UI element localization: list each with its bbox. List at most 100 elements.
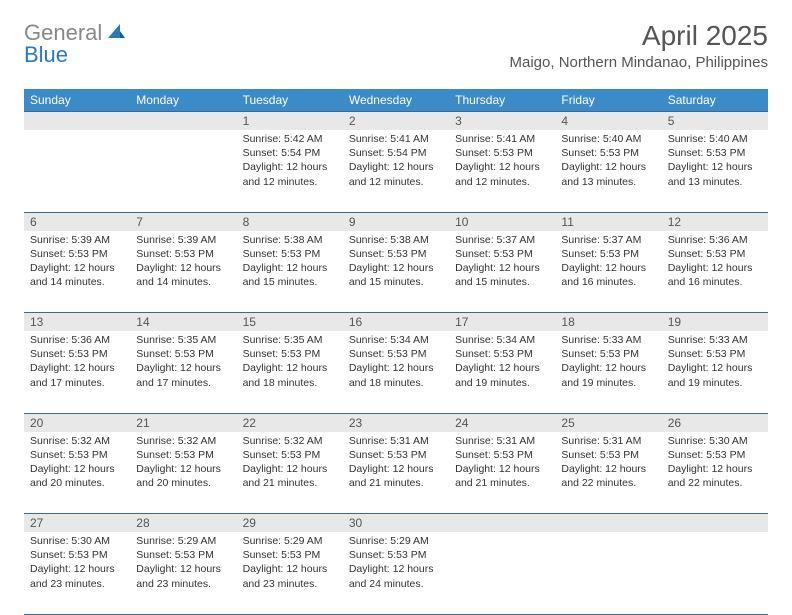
day-number-cell: 17 — [449, 313, 555, 332]
daylight-line: Daylight: 12 hours and 22 minutes. — [668, 463, 753, 489]
sunrise-line: Sunrise: 5:31 AM — [455, 435, 535, 447]
weekday-header: Tuesday — [237, 89, 343, 112]
day-number-cell: 25 — [555, 413, 661, 432]
day-number: 25 — [555, 414, 661, 432]
day-number: 10 — [449, 213, 555, 231]
sunrise-line: Sunrise: 5:39 AM — [136, 234, 216, 246]
day-number-cell: 7 — [130, 212, 236, 231]
day-number: 9 — [343, 213, 449, 231]
day-cell: Sunrise: 5:42 AM Sunset: 5:54 PM Daylight:… — [237, 130, 343, 212]
day-number-cell: 28 — [130, 514, 236, 533]
daylight-line: Daylight: 12 hours and 21 minutes. — [455, 463, 540, 489]
daylight-line: Daylight: 12 hours and 17 minutes. — [136, 362, 221, 388]
day-cell — [130, 130, 236, 212]
weekday-header-row: SundayMondayTuesdayWednesdayThursdayFrid… — [24, 89, 768, 112]
day-cell: Sunrise: 5:40 AMSunset: 5:53 PMDaylight:… — [662, 130, 768, 212]
day-cell: Sunrise: 5:39 AMSunset: 5:53 PMDaylight:… — [130, 231, 236, 313]
sunrise-line: Sunrise: 5:30 AM — [668, 435, 748, 447]
day-number-cell: 21 — [130, 413, 236, 432]
title-block: April 2025 Maigo, Northern Mindanao, Phi… — [510, 20, 768, 71]
day-number-cell: 23 — [343, 413, 449, 432]
day-number-cell: 4 — [555, 112, 661, 131]
day-number: 3 — [449, 112, 555, 130]
day-number: 18 — [555, 313, 661, 331]
day-number: 11 — [555, 213, 661, 231]
day-content — [24, 130, 130, 136]
sunset-line: Sunset: 5:53 PM — [30, 549, 108, 561]
day-number: 24 — [449, 414, 555, 432]
day-cell: Sunrise: 5:37 AMSunset: 5:53 PMDaylight:… — [449, 231, 555, 313]
sunset-line: Sunset: 5:53 PM — [668, 147, 746, 159]
day-number: 15 — [237, 313, 343, 331]
sunrise-line: Sunrise: 5:35 AM — [243, 334, 323, 346]
daylight-line: Daylight: 12 hours and 20 minutes. — [136, 463, 221, 489]
calendar-page: General April 2025 Maigo, Northern Minda… — [0, 0, 792, 612]
daylight-line: Daylight: 12 hours and 22 minutes. — [561, 463, 646, 489]
day-content: Sunrise: 5:36 AMSunset: 5:53 PMDaylight:… — [662, 231, 768, 294]
daylight-line: Daylight: 12 hours and 12 minutes. — [243, 161, 328, 187]
day-number-cell: 14 — [130, 313, 236, 332]
day-number-cell: 18 — [555, 313, 661, 332]
daylight-line: Daylight: 12 hours and 23 minutes. — [136, 563, 221, 589]
daylight-line: Daylight: 12 hours and 20 minutes. — [30, 463, 115, 489]
day-content — [449, 532, 555, 538]
day-number: 8 — [237, 213, 343, 231]
day-content: Sunrise: 5:34 AMSunset: 5:53 PMDaylight:… — [449, 331, 555, 394]
sunrise-line: Sunrise: 5:34 AM — [455, 334, 535, 346]
day-content: Sunrise: 5:29 AMSunset: 5:53 PMDaylight:… — [237, 532, 343, 595]
day-cell: Sunrise: 5:32 AMSunset: 5:53 PMDaylight:… — [130, 432, 236, 514]
day-content: Sunrise: 5:29 AMSunset: 5:53 PMDaylight:… — [343, 532, 449, 595]
day-cell: Sunrise: 5:36 AMSunset: 5:53 PMDaylight:… — [24, 331, 130, 413]
sunset-line: Sunset: 5:53 PM — [243, 449, 321, 461]
sunset-line: Sunset: 5:53 PM — [243, 248, 321, 260]
day-number: 29 — [237, 514, 343, 532]
weekday-header: Friday — [555, 89, 661, 112]
sunset-line: Sunset: 5:53 PM — [668, 248, 746, 260]
sunset-line: Sunset: 5:53 PM — [349, 248, 427, 260]
day-number: 30 — [343, 514, 449, 532]
day-number: 12 — [662, 213, 768, 231]
day-number-cell: 9 — [343, 212, 449, 231]
daylight-line: Daylight: 12 hours and 18 minutes. — [243, 362, 328, 388]
day-cell: Sunrise: 5:37 AMSunset: 5:53 PMDaylight:… — [555, 231, 661, 313]
sunset-line: Sunset: 5:53 PM — [455, 348, 533, 360]
day-content: Sunrise: 5:33 AMSunset: 5:53 PMDaylight:… — [662, 331, 768, 394]
day-number: 22 — [237, 414, 343, 432]
day-content: Sunrise: 5:33 AMSunset: 5:53 PMDaylight:… — [555, 331, 661, 394]
sunrise-line: Sunrise: 5:32 AM — [30, 435, 110, 447]
day-number-cell: 22 — [237, 413, 343, 432]
sunset-line: Sunset: 5:53 PM — [349, 549, 427, 561]
day-content: Sunrise: 5:30 AMSunset: 5:53 PMDaylight:… — [662, 432, 768, 495]
sunset-line: Sunset: 5:53 PM — [561, 449, 639, 461]
day-content: Sunrise: 5:32 AMSunset: 5:53 PMDaylight:… — [24, 432, 130, 495]
daylight-line: Daylight: 12 hours and 14 minutes. — [136, 262, 221, 288]
sunset-line: Sunset: 5:54 PM — [243, 147, 321, 159]
day-content: Sunrise: 5:42 AM Sunset: 5:54 PM Daylight:… — [237, 130, 343, 193]
day-content — [662, 532, 768, 538]
day-content: Sunrise: 5:31 AMSunset: 5:53 PMDaylight:… — [343, 432, 449, 495]
weekday-header: Thursday — [449, 89, 555, 112]
day-number-cell: 1 — [237, 112, 343, 131]
day-number: 27 — [24, 514, 130, 532]
location-subtitle: Maigo, Northern Mindanao, Philippines — [510, 54, 768, 71]
day-number: 4 — [555, 112, 661, 130]
day-number-cell: 30 — [343, 514, 449, 533]
sunrise-line: Sunrise: 5:42 AM — [243, 133, 323, 145]
day-cell — [662, 532, 768, 614]
sunset-line: Sunset: 5:53 PM — [561, 348, 639, 360]
day-number-cell: 5 — [662, 112, 768, 131]
sunrise-line: Sunrise: 5:37 AM — [455, 234, 535, 246]
sunrise-line: Sunrise: 5:30 AM — [30, 535, 110, 547]
sunset-line: Sunset: 5:54 PM — [349, 147, 427, 159]
brand-text-blue-wrap: Blue — [24, 42, 68, 68]
sunset-line: Sunset: 5:53 PM — [561, 248, 639, 260]
day-cell: Sunrise: 5:31 AMSunset: 5:53 PMDaylight:… — [343, 432, 449, 514]
day-number: 14 — [130, 313, 236, 331]
sunrise-line: Sunrise: 5:40 AM — [668, 133, 748, 145]
sunrise-line: Sunrise: 5:31 AM — [561, 435, 641, 447]
sunset-line: Sunset: 5:53 PM — [136, 549, 214, 561]
day-cell — [449, 532, 555, 614]
day-cell: Sunrise: 5:40 AMSunset: 5:53 PMDaylight:… — [555, 130, 661, 212]
daylight-line: Daylight: 12 hours and 21 minutes. — [349, 463, 434, 489]
sunset-line: Sunset: 5:53 PM — [349, 348, 427, 360]
